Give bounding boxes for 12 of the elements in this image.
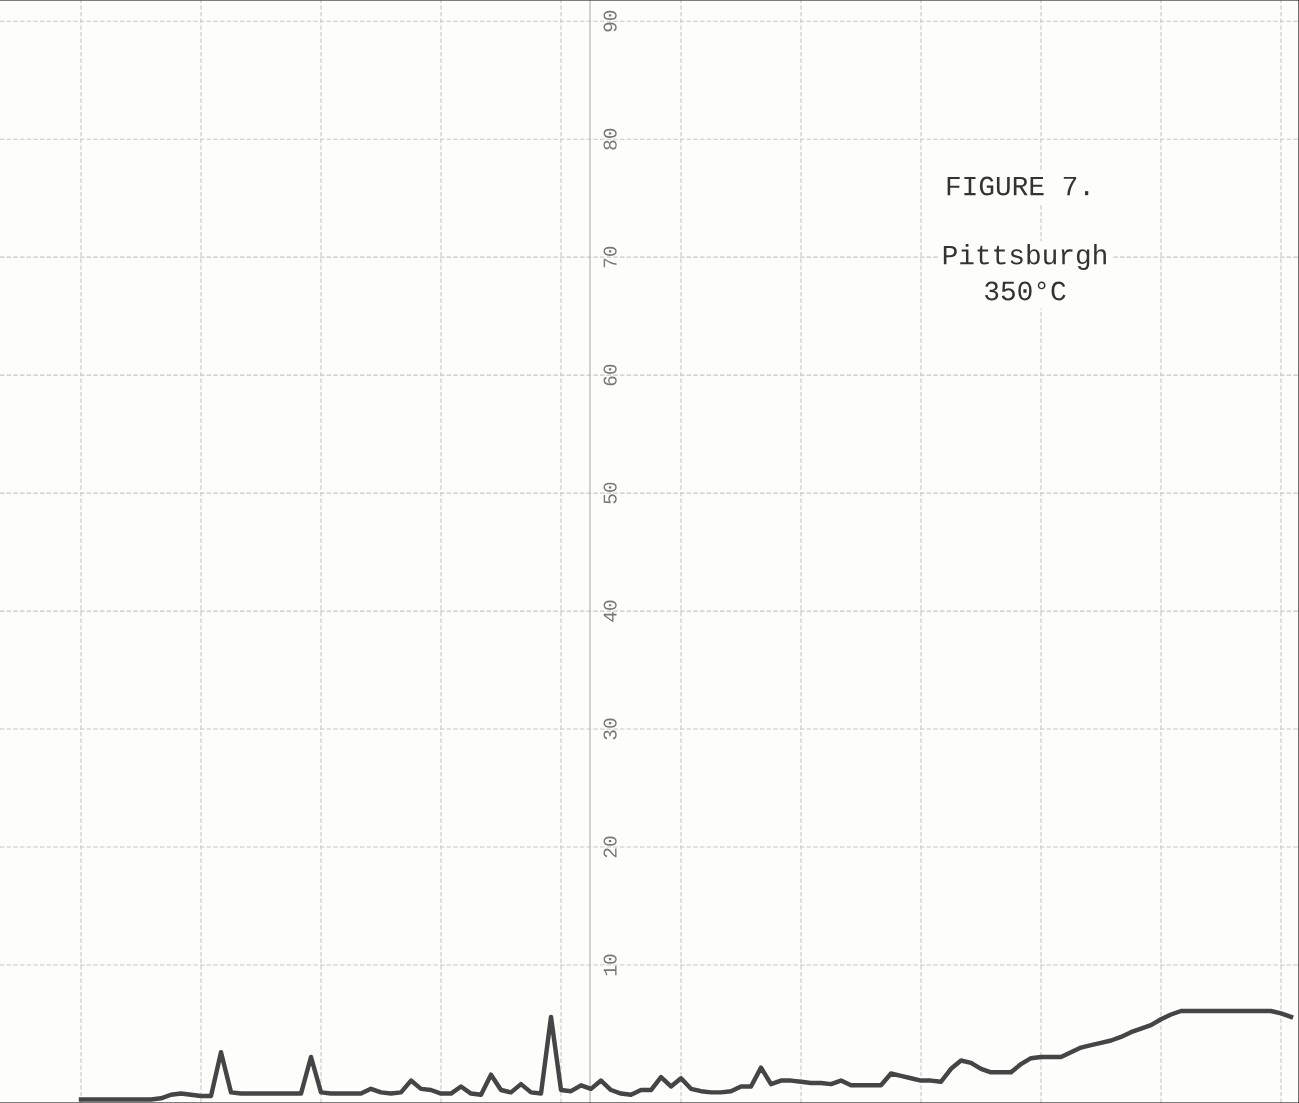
y-tick-label: 20 <box>603 836 617 858</box>
y-tick-label: 40 <box>603 600 617 622</box>
y-tick-label: 10 <box>603 954 617 976</box>
y-tick-label: 30 <box>603 718 617 740</box>
text: Pittsburgh 350°C <box>943 244 1106 301</box>
line-series <box>78 1008 1294 1102</box>
y-tick-label: 50 <box>603 482 617 504</box>
y-tick-label: 70 <box>603 246 617 268</box>
y-tick-label: 90 <box>603 10 617 32</box>
y-tick-label: 80 <box>603 128 617 150</box>
y-tick-label: 60 <box>603 364 617 386</box>
text: FIGURE 7. <box>947 176 1089 196</box>
